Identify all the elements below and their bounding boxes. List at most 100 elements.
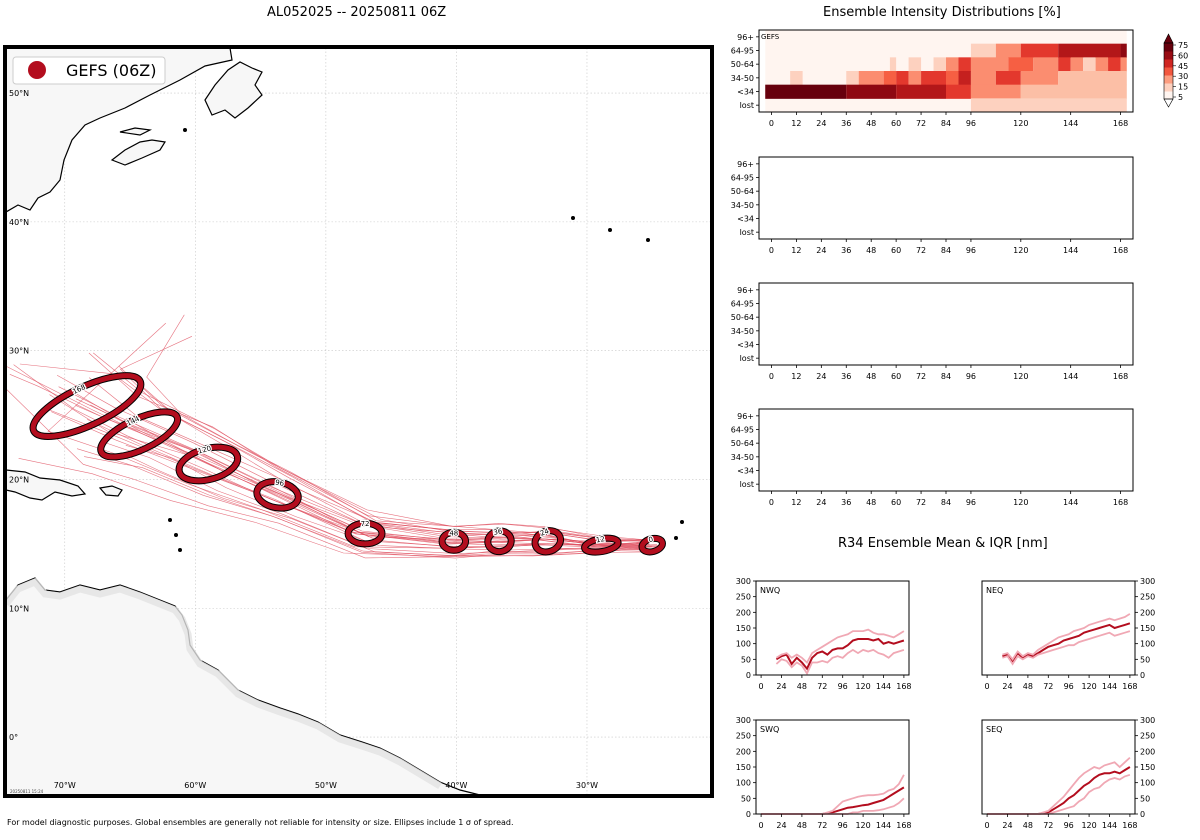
colorbar-extend-max (1163, 33, 1174, 44)
hour-tick-label: 120 (1013, 498, 1028, 507)
heatmap-cell (1020, 71, 1059, 86)
island-lesser-antilles-2 (174, 533, 178, 537)
hour-tick-label: 96 (966, 498, 976, 507)
hour-tick-label: 72 (916, 498, 926, 507)
y-tick-label: 250 (736, 593, 751, 602)
x-tick-label: 96 (838, 821, 848, 830)
colorbar-tick-label: 5 (1178, 93, 1183, 102)
y-tick-label: 50 (1140, 655, 1150, 664)
x-tick-label: 96 (838, 682, 848, 691)
island-lesser-antilles-3 (178, 548, 182, 552)
map-axis-labels: 70°W 60°W 50°W 40°W 30°W 50°N 40°N 30°N 20°N 10°N… (9, 89, 598, 790)
ellipse-ring (439, 529, 469, 553)
x-tick-label: 48 (797, 821, 807, 830)
island-azores-1 (571, 216, 575, 220)
north-america-land (6, 48, 233, 213)
y-tick-label: 250 (1140, 732, 1155, 741)
category-label: 34-50 (731, 327, 754, 336)
ensemble-track (18, 458, 641, 557)
ellipse-ring (345, 520, 385, 547)
heatmap-cell (1058, 57, 1071, 72)
heatmap-cell (1020, 43, 1059, 58)
iqr-line (1002, 613, 1131, 661)
spread-ellipse: 12 (581, 534, 622, 556)
y-tick-label: 300 (736, 577, 751, 586)
x-tick-label: 24 (1002, 682, 1012, 691)
ensemble-track (6, 388, 653, 559)
legend-label: GEFS (06Z) (66, 61, 156, 80)
r34-panel: 0 50 100 150 200 250 300 0 24 48 72 96 120 144 168 SWQ (736, 716, 912, 830)
heatmap-cell (1108, 57, 1121, 72)
hour-tick-label: 24 (816, 246, 826, 255)
heatmap-cell (883, 71, 897, 86)
map-frame (3, 45, 714, 798)
hour-tick-label: 36 (841, 246, 851, 255)
heatmap-cell (1058, 43, 1121, 58)
forecast-hour-label: 48 (449, 529, 458, 537)
y-tick-label: 200 (1140, 747, 1155, 756)
y-tick-label: 100 (1140, 779, 1155, 788)
x-tick-label: 144 (876, 682, 891, 691)
pei-land (119, 127, 153, 136)
intensity-panel: 96+ 64-95 50-64 34-50 <34 lost 0 12 24 36 48 60 72 84… (731, 29, 1134, 128)
colorbar-tick-label: 75 (1178, 41, 1188, 50)
category-label: 96+ (737, 33, 754, 42)
cuba-land (6, 469, 87, 501)
category-label: 50-64 (731, 439, 754, 448)
lon-tick-label: 40°W (445, 781, 467, 790)
island-bermuda (183, 128, 187, 132)
hour-tick-label: 12 (791, 372, 801, 381)
y-tick-label: 100 (736, 779, 751, 788)
y-tick-label: 0 (746, 671, 751, 680)
ensemble-track (118, 365, 660, 542)
hour-tick-label: 144 (1063, 119, 1078, 128)
hour-tick-label: 0 (769, 246, 774, 255)
intensity-panel: 96+ 64-95 50-64 34-50 <34 lost 0 12 24 36 48 60 72 84… (731, 408, 1134, 507)
x-tick-label: 120 (1081, 821, 1096, 830)
quadrant-label: NEQ (986, 586, 1003, 595)
y-tick-label: 200 (1140, 608, 1155, 617)
heatmap-cell (970, 43, 996, 58)
lon-tick-label: 70°W (54, 781, 76, 790)
x-tick-label: 24 (776, 821, 786, 830)
hour-tick-label: 144 (1063, 246, 1078, 255)
category-label: lost (740, 354, 754, 363)
heatmap-cell (1070, 57, 1084, 72)
y-tick-label: 200 (736, 608, 751, 617)
heatmap-cell (970, 57, 1009, 72)
land-coast-shading (6, 577, 442, 790)
newfoundland-land (204, 61, 263, 119)
forecast-hour-label: 36 (493, 527, 504, 537)
ellipse-ring (532, 528, 564, 555)
x-tick-label: 72 (1043, 682, 1053, 691)
spread-ellipse: 36 (484, 526, 515, 556)
colorbar-tick-label: 15 (1178, 83, 1188, 92)
heatmap-cell (765, 84, 847, 99)
lat-tick-label: 40°N (9, 218, 29, 227)
hour-tick-label: 12 (791, 246, 801, 255)
heatmap-cell (1120, 57, 1127, 72)
panel-frame (758, 408, 1134, 492)
hour-tick-label: 12 (791, 119, 801, 128)
hour-tick-label: 168 (1113, 119, 1128, 128)
quadrant-label: NWQ (760, 586, 780, 595)
hour-tick-label: 24 (816, 372, 826, 381)
ensemble-track (58, 386, 650, 545)
heatmap-cell (946, 57, 959, 72)
x-tick-label: 48 (797, 682, 807, 691)
hour-tick-label: 24 (816, 119, 826, 128)
land-masses (6, 48, 481, 795)
y-tick-label: 150 (1140, 624, 1155, 633)
category-label: 34-50 (731, 453, 754, 462)
ellipse-ring (98, 409, 181, 460)
spread-ellipse: 72 (344, 519, 386, 548)
intensity-title: Ensemble Intensity Distributions [%] (823, 5, 1061, 20)
y-tick-label: 150 (736, 624, 751, 633)
heatmap-cell (970, 84, 1021, 99)
x-tick-label: 24 (1002, 821, 1012, 830)
heatmap-cell (1095, 57, 1109, 72)
lat-tick-label: 30°N (9, 347, 29, 356)
iqr-line (987, 773, 1131, 815)
mean-line (987, 766, 1131, 815)
